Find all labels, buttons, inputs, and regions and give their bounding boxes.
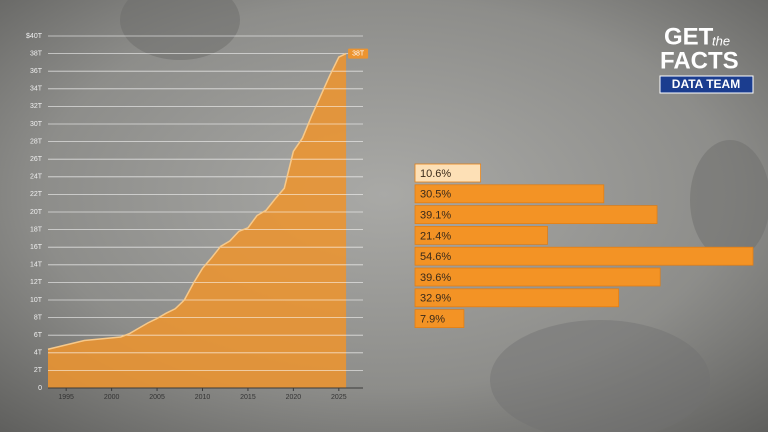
logo-text: FACTS — [660, 47, 739, 74]
bar-label: 39.1% — [420, 210, 451, 222]
y-tick-label: 6T — [34, 332, 43, 339]
logo-text: GET — [664, 23, 714, 50]
annotation: 38T — [352, 50, 365, 57]
y-tick-label: 2T — [34, 367, 43, 374]
x-tick-label: 2020 — [286, 394, 302, 401]
bar — [414, 246, 754, 266]
y-tick-label: 8T — [34, 314, 43, 321]
area-line — [47, 52, 347, 351]
bar-label: 54.6% — [420, 251, 451, 263]
annotation-box — [348, 48, 369, 59]
y-tick-label: 10T — [30, 297, 43, 304]
y-tick-label: 28T — [30, 138, 43, 145]
bar — [414, 163, 482, 183]
x-tick-label: 2015 — [240, 394, 256, 401]
x-tick-label: 1995 — [58, 394, 74, 401]
logo-badge — [659, 75, 754, 94]
y-tick-label: 22T — [30, 191, 43, 198]
bg-blur — [490, 320, 710, 432]
bar-label: 21.4% — [420, 230, 451, 242]
y-tick-label: 38T — [30, 50, 43, 57]
y-tick-label: 30T — [30, 121, 43, 128]
y-tick-label: 34T — [30, 86, 43, 93]
bar-label: 7.9% — [420, 314, 445, 326]
y-tick-label: 36T — [30, 68, 43, 75]
y-tick-label: $40T — [26, 33, 43, 40]
bar — [414, 184, 605, 204]
x-tick-label: 2010 — [195, 394, 211, 401]
logo-text: DATA TEAM — [672, 77, 740, 91]
bar-label: 30.5% — [420, 189, 451, 201]
x-tick-label: 2000 — [104, 394, 120, 401]
x-tick-label: 2005 — [149, 394, 165, 401]
bar-label: 10.6% — [420, 168, 451, 180]
y-tick-label: 0 — [38, 385, 42, 392]
y-tick-label: 18T — [30, 226, 43, 233]
logo: GET the FACTS DATA TEAM — [659, 23, 754, 94]
x-tick-label: 2025 — [331, 394, 347, 401]
bar — [414, 205, 658, 225]
y-tick-label: 14T — [30, 262, 43, 269]
bar — [414, 288, 620, 308]
logo-text: the — [712, 33, 730, 48]
bar-label: 39.6% — [420, 272, 451, 284]
bar-label: 32.9% — [420, 293, 451, 305]
y-tick-label: 16T — [30, 244, 43, 251]
y-tick-label: 26T — [30, 156, 43, 163]
bar — [414, 309, 465, 329]
y-tick-label: 24T — [30, 174, 43, 181]
area-fill — [48, 53, 347, 388]
bar — [414, 225, 548, 245]
bg-blur — [690, 140, 768, 260]
y-tick-label: 20T — [30, 209, 43, 216]
y-tick-label: 32T — [30, 103, 43, 110]
y-tick-label: 4T — [34, 350, 43, 357]
y-tick-label: 12T — [30, 279, 43, 286]
bar — [414, 267, 661, 287]
bg-blur — [120, 0, 240, 60]
